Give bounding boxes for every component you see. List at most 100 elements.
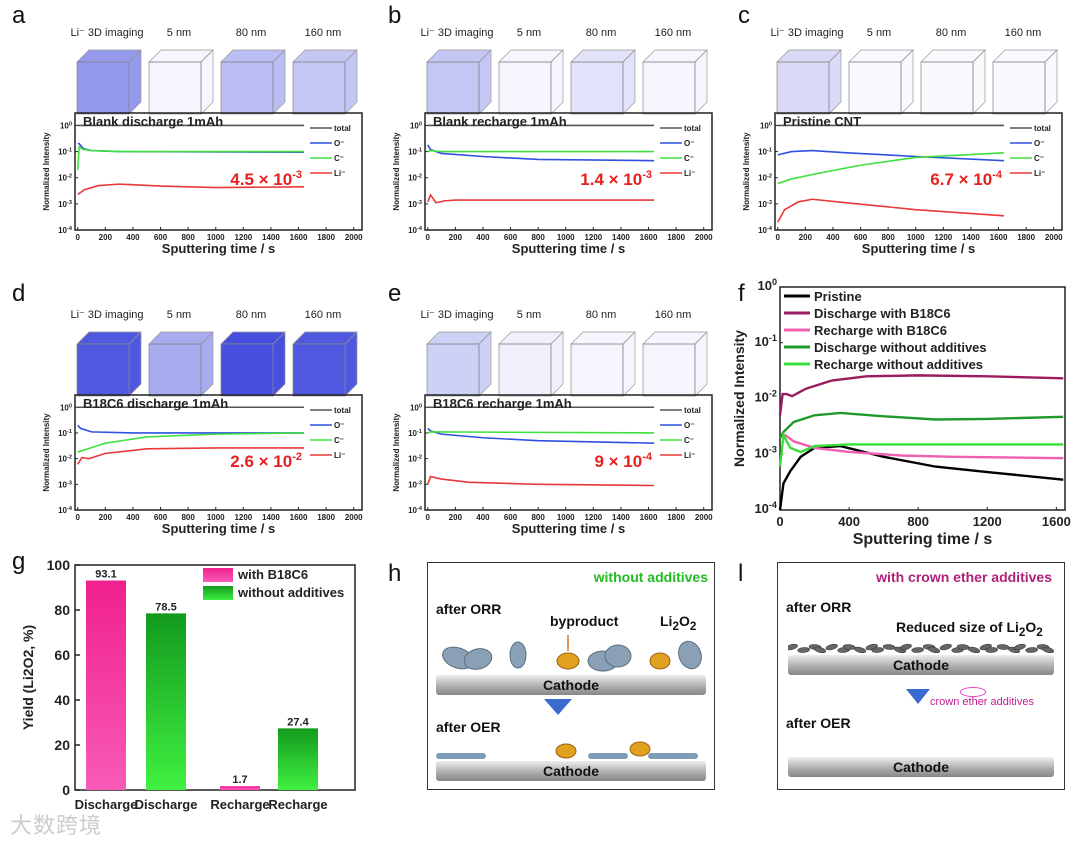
y-tick-label: 10-1 [58,148,72,157]
series-line-Li⁻ [77,183,305,196]
y-axis-title: Normalized Intensity [42,413,51,492]
legend-swatch [203,568,233,582]
y-tick-label: 100 [760,121,772,130]
cube-front [426,61,480,115]
y-tick-label: 10-4 [758,226,773,235]
y-tick-label: 10-1 [408,429,422,438]
small-particle [899,643,912,651]
cube-label: 80 nm [236,27,267,39]
x-tick-label: 800 [531,513,545,522]
y-tick-label: 10-2 [408,174,422,183]
cube-front [426,343,480,397]
y-tick-label: 10-4 [408,506,423,515]
legend-label: Discharge with B18C6 [814,306,951,321]
cube-3d-image [148,331,214,397]
bar-data-label: 27.4 [287,716,309,728]
cube-front [148,343,202,397]
x-tick-label: 1800 [317,513,335,522]
annotation-exponent: -4 [992,169,1003,181]
x-tick-label: 1800 [317,233,335,242]
x-tick-label: 600 [154,513,168,522]
cube-label: 80 nm [586,309,617,321]
cube-3d-image [570,331,636,397]
y-tick-exponent: -2 [67,455,72,461]
annotation-value: 9 × 10-4 [594,451,652,471]
diagram-tag: with crown ether additives [876,569,1052,585]
y-tick-exponent: -4 [67,506,73,512]
bar-discharge [86,580,126,790]
y-tick-label: 10-1 [758,148,772,157]
cube-label: Li⁻ 3D imaging [420,309,493,321]
y-tick-exponent: -3 [417,200,422,206]
crown-ether-label: crown ether additives [930,696,1034,708]
y-tick-exponent: -3 [767,200,772,206]
annotation-exponent: -4 [642,451,653,463]
x-tick-label: 1400 [612,233,630,242]
y-tick-label: 100 [60,121,72,130]
plot-frame [424,394,713,511]
x-tick-label: 1200 [234,513,252,522]
x-tick-label: 800 [181,233,195,242]
legend-label: Li⁻ [334,451,345,460]
small-particle [825,643,838,651]
legend-label: Li⁻ [684,451,695,460]
legend-label: Li⁻ [1034,169,1045,178]
annotation-exponent: -3 [292,169,302,181]
cube-label: Li⁻ 3D imaging [70,27,143,39]
cube-front [220,343,274,397]
series-line-C⁻ [777,151,1005,185]
annotation-value: 4.5 × 10-3 [230,169,302,189]
bar-data-label: 1.7 [232,774,247,786]
x-axis-title: Sputtering time / s [862,241,975,256]
x-tick-label: 1200 [584,233,602,242]
x-tick-label: 800 [531,233,545,242]
y-tick-exponent: -2 [417,174,422,180]
li2o2-sub: 2 [672,619,679,633]
panel-label-e: e [388,280,402,307]
x-tick-label: 1000 [207,233,225,242]
y-tick-label: 10-2 [758,174,772,183]
cube-3d-image [76,49,142,115]
bar-discharge [146,613,186,790]
legend-label: Li⁻ [334,169,345,178]
legend-swatch [203,586,233,600]
legend-label: total [684,406,701,415]
x-tick-label: 1800 [667,513,685,522]
cube-label: 160 nm [305,309,342,321]
x-tick-label: 0 [426,233,431,242]
x-tick-label: 2000 [695,513,713,522]
li2o2-sub2: 2 [689,619,697,633]
x-tick-label: 1600 [990,233,1008,242]
y-tick-label: 10-1 [58,429,72,438]
cube-front [498,61,552,115]
after-orr-label: after ORR [786,599,852,615]
x-tick-label: 1600 [640,513,658,522]
down-arrow-icon [544,699,572,715]
byproduct-label: byproduct [550,613,619,629]
x-tick-label: 400 [826,233,840,242]
cube-front [76,61,130,115]
x-tick-label: 800 [907,514,929,529]
x-tick-label: 1600 [1042,514,1071,529]
x-tick-label: 200 [449,233,463,242]
x-tick-label: 1600 [290,513,308,522]
cube-front [148,61,202,115]
y-tick-label: 10-3 [58,480,72,489]
y-tick-exponent: -3 [769,444,777,454]
cube-label: Li⁻ 3D imaging [70,309,143,321]
x-tick-label: 200 [99,233,113,242]
x-tick-label: 800 [181,513,195,522]
x-tick-label: 600 [854,233,868,242]
cathode-bar-after-oer: Cathode [436,761,706,781]
series-line-Li⁻ [427,193,655,204]
legend-label: total [684,124,701,133]
x-tick-label: 1000 [207,513,225,522]
y-tick-exponent: 0 [69,403,72,409]
x-axis-title: Sputtering time / s [162,521,275,536]
y-tick-exponent: -4 [769,500,778,510]
legend-label: O⁻ [1034,139,1044,148]
cube-label: Li⁻ 3D imaging [770,27,843,39]
